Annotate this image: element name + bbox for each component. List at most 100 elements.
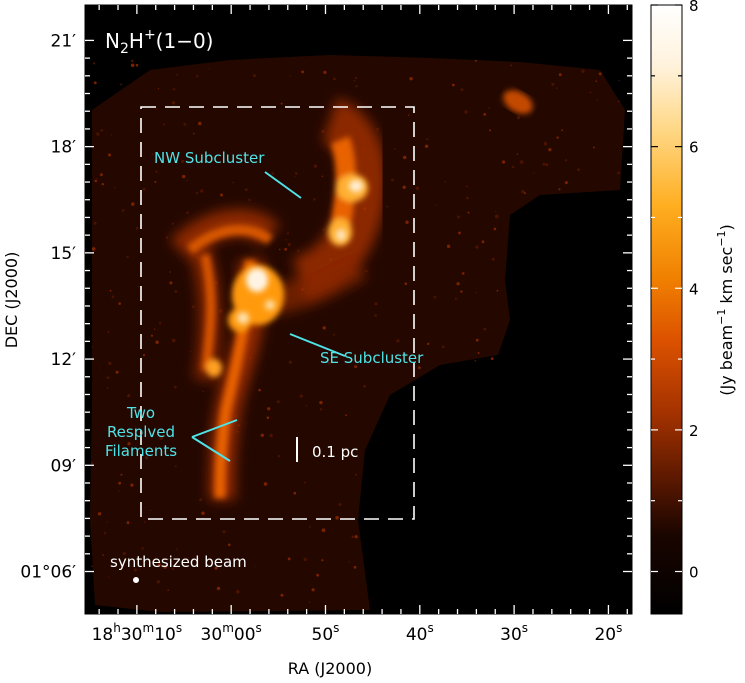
noise-speckle-dot — [451, 83, 455, 87]
colorbar-tick-label: 4 — [689, 280, 699, 298]
colorbar-label: (Jy beam−1 km sec−1) — [715, 224, 736, 396]
noise-speckle-dot — [319, 408, 323, 411]
noise-speckle-dot — [93, 62, 96, 65]
noise-speckle-dot — [424, 144, 429, 148]
noise-speckle-dot — [94, 179, 98, 183]
noise-speckle-dot — [118, 481, 122, 485]
noise-speckle-dot — [516, 115, 521, 120]
noise-speckle-dot — [446, 244, 451, 248]
noise-speckle-dot — [374, 314, 378, 317]
noise-speckle-dot — [271, 172, 275, 175]
noise-speckle-dot — [308, 601, 311, 603]
noise-speckle-dot — [467, 211, 470, 214]
x-tick-label: 50s — [312, 621, 340, 645]
noise-speckle-dot — [555, 87, 558, 90]
colorbar-tick-label: 8 — [689, 0, 699, 15]
noise-speckle-dot — [122, 552, 126, 556]
noise-speckle-dot — [127, 442, 131, 446]
noise-speckle-dot — [558, 73, 562, 77]
noise-speckle-dot — [561, 129, 564, 132]
noise-speckle-dot — [301, 70, 304, 74]
noise-speckle-dot — [299, 394, 303, 398]
noise-speckle-dot — [171, 222, 174, 225]
noise-speckle-dot — [353, 565, 357, 569]
noise-speckle-dot — [156, 108, 158, 110]
noise-speckle-dot — [106, 376, 110, 379]
noise-speckle-dot — [165, 236, 169, 239]
noise-speckle-dot — [321, 175, 324, 177]
noise-speckle-dot — [316, 573, 320, 577]
noise-speckle-dot — [169, 270, 172, 274]
noise-speckle-dot — [427, 342, 430, 346]
noise-speckle-dot — [189, 350, 191, 353]
noise-speckle-dot — [93, 81, 97, 85]
noise-speckle-dot — [159, 322, 162, 325]
x-axis-label: RA (J2000) — [288, 659, 372, 678]
noise-speckle-dot — [511, 165, 515, 169]
noise-speckle-dot — [456, 282, 460, 286]
noise-speckle-dot — [263, 482, 268, 486]
noise-speckle-dot — [109, 289, 112, 292]
noise-speckle-dot — [408, 114, 410, 116]
noise-speckle-dot — [142, 354, 146, 357]
noise-speckle-dot — [159, 436, 163, 440]
noise-speckle-dot — [269, 433, 273, 438]
noise-speckle-dot — [435, 204, 437, 206]
colorbar — [650, 4, 683, 615]
noise-speckle-dot — [107, 576, 110, 578]
noise-speckle-dot — [577, 168, 581, 172]
noise-speckle-dot — [618, 79, 620, 82]
colorbar-ticks: 0 2 4 6 8 — [651, 0, 699, 582]
noise-speckle-dot — [551, 82, 555, 86]
noise-speckle-dot — [495, 214, 499, 219]
noise-speckle-dot — [404, 282, 408, 286]
noise-speckle-dot — [287, 242, 291, 247]
noise-speckle-dot — [475, 338, 479, 342]
noise-speckle-dot — [201, 511, 205, 515]
noise-speckle-dot — [155, 340, 159, 344]
noise-speckle-dot — [198, 121, 202, 126]
noise-speckle-dot — [120, 473, 123, 476]
noise-speckle-dot — [115, 370, 119, 374]
noise-speckle-dot — [333, 333, 336, 336]
noise-speckle-dot — [267, 407, 271, 411]
noise-speckle-dot — [163, 565, 167, 569]
noise-speckle-dot — [558, 188, 561, 191]
noise-speckle-dot — [133, 568, 137, 572]
x-tick-label: 18h30m10s — [92, 621, 183, 645]
noise-speckle-dot — [454, 297, 457, 300]
noise-speckle-dot — [475, 291, 478, 294]
noise-speckle-dot — [354, 365, 358, 369]
noise-speckle-dot — [110, 134, 113, 136]
noise-speckle-dot — [130, 63, 135, 68]
filaments-label-line1: Two — [126, 404, 155, 422]
noise-speckle-dot — [107, 330, 110, 333]
noise-speckle-dot — [460, 290, 463, 293]
noise-speckle-dot — [595, 80, 598, 82]
y-tick-label: 12′ — [51, 350, 77, 370]
noise-speckle-dot — [474, 59, 477, 62]
noise-speckle-dot — [617, 171, 620, 175]
noise-speckle-dot — [333, 77, 336, 81]
noise-speckle-dot — [409, 77, 413, 81]
noise-speckle-dot — [202, 390, 205, 393]
noise-speckle-dot — [493, 227, 497, 231]
noise-speckle-dot — [311, 588, 315, 592]
noise-speckle-dot — [174, 290, 178, 293]
noise-speckle-dot — [183, 122, 187, 126]
noise-speckle-dot — [564, 159, 568, 162]
noise-speckle-dot — [297, 249, 300, 253]
noise-speckle-dot — [313, 164, 318, 168]
noise-speckle-dot — [496, 289, 499, 292]
noise-speckle-dot — [403, 155, 407, 160]
noise-speckle-dot — [351, 535, 355, 539]
nw-subcluster-label: NW Subcluster — [154, 149, 265, 167]
noise-speckle-dot — [313, 198, 316, 201]
noise-speckle-dot — [280, 593, 284, 597]
noise-speckle-dot — [169, 281, 173, 285]
noise-speckle-dot — [192, 305, 195, 309]
noise-speckle-dot — [548, 148, 552, 152]
noise-speckle-dot — [564, 181, 568, 185]
noise-speckle-dot — [491, 257, 495, 261]
noise-speckle-dot — [464, 110, 468, 114]
